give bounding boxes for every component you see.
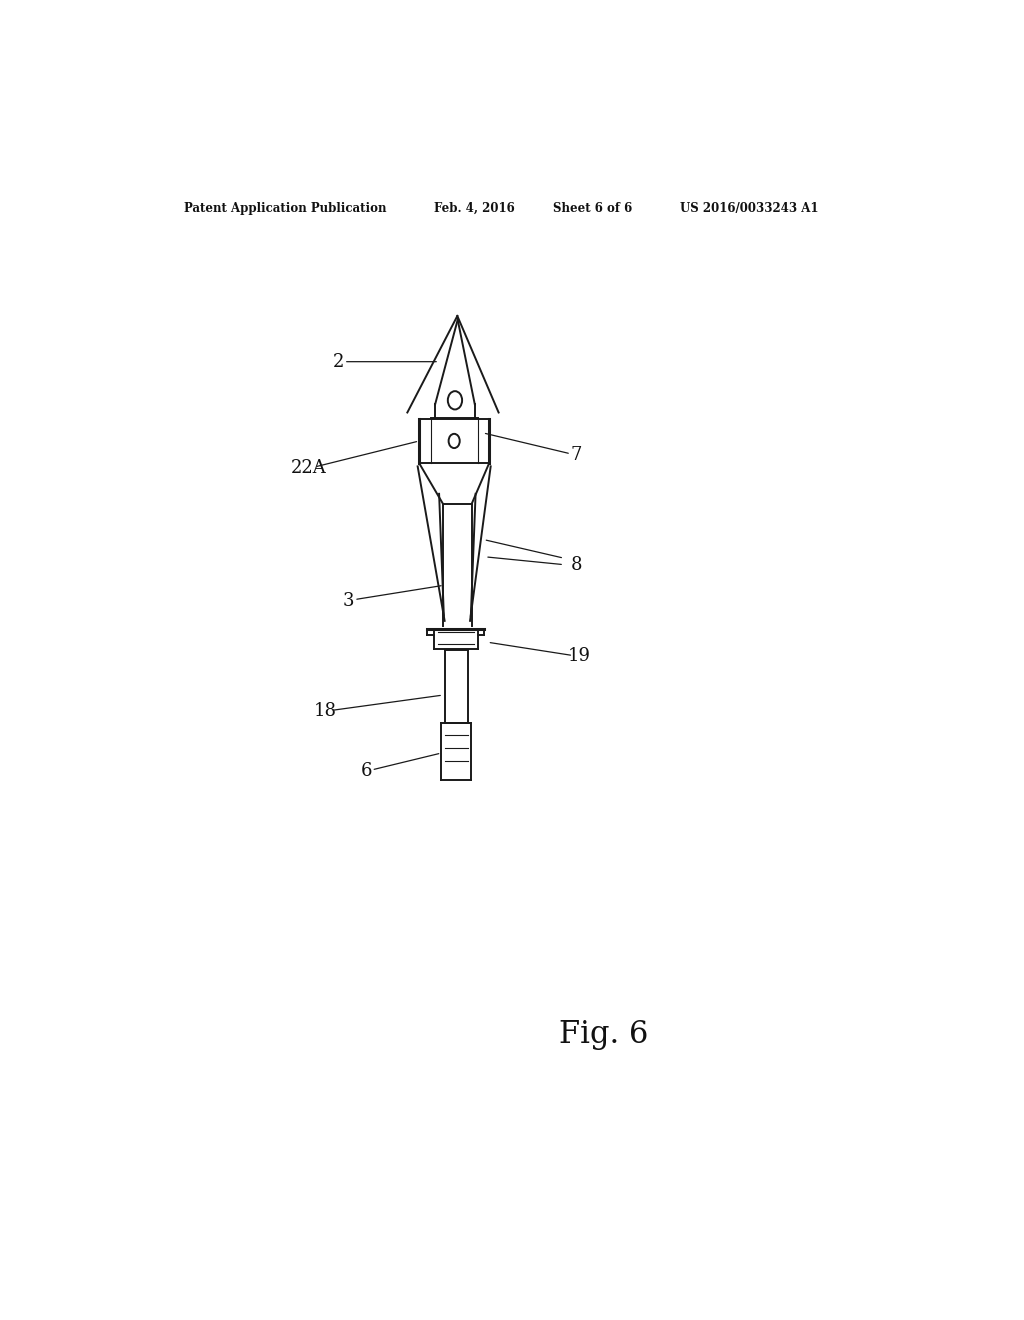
- Text: 3: 3: [343, 591, 354, 610]
- Text: 6: 6: [360, 762, 372, 780]
- Text: 18: 18: [313, 702, 336, 721]
- Text: 2: 2: [333, 352, 344, 371]
- Text: 19: 19: [567, 647, 590, 665]
- Text: 7: 7: [570, 446, 582, 465]
- Text: 22A: 22A: [291, 459, 327, 478]
- Text: Fig. 6: Fig. 6: [559, 1019, 649, 1049]
- Text: Sheet 6 of 6: Sheet 6 of 6: [553, 202, 632, 215]
- Circle shape: [449, 434, 460, 447]
- Text: Feb. 4, 2016: Feb. 4, 2016: [433, 202, 514, 215]
- Text: US 2016/0033243 A1: US 2016/0033243 A1: [680, 202, 818, 215]
- Text: Patent Application Publication: Patent Application Publication: [183, 202, 386, 215]
- Circle shape: [447, 391, 462, 409]
- Text: 8: 8: [570, 556, 582, 574]
